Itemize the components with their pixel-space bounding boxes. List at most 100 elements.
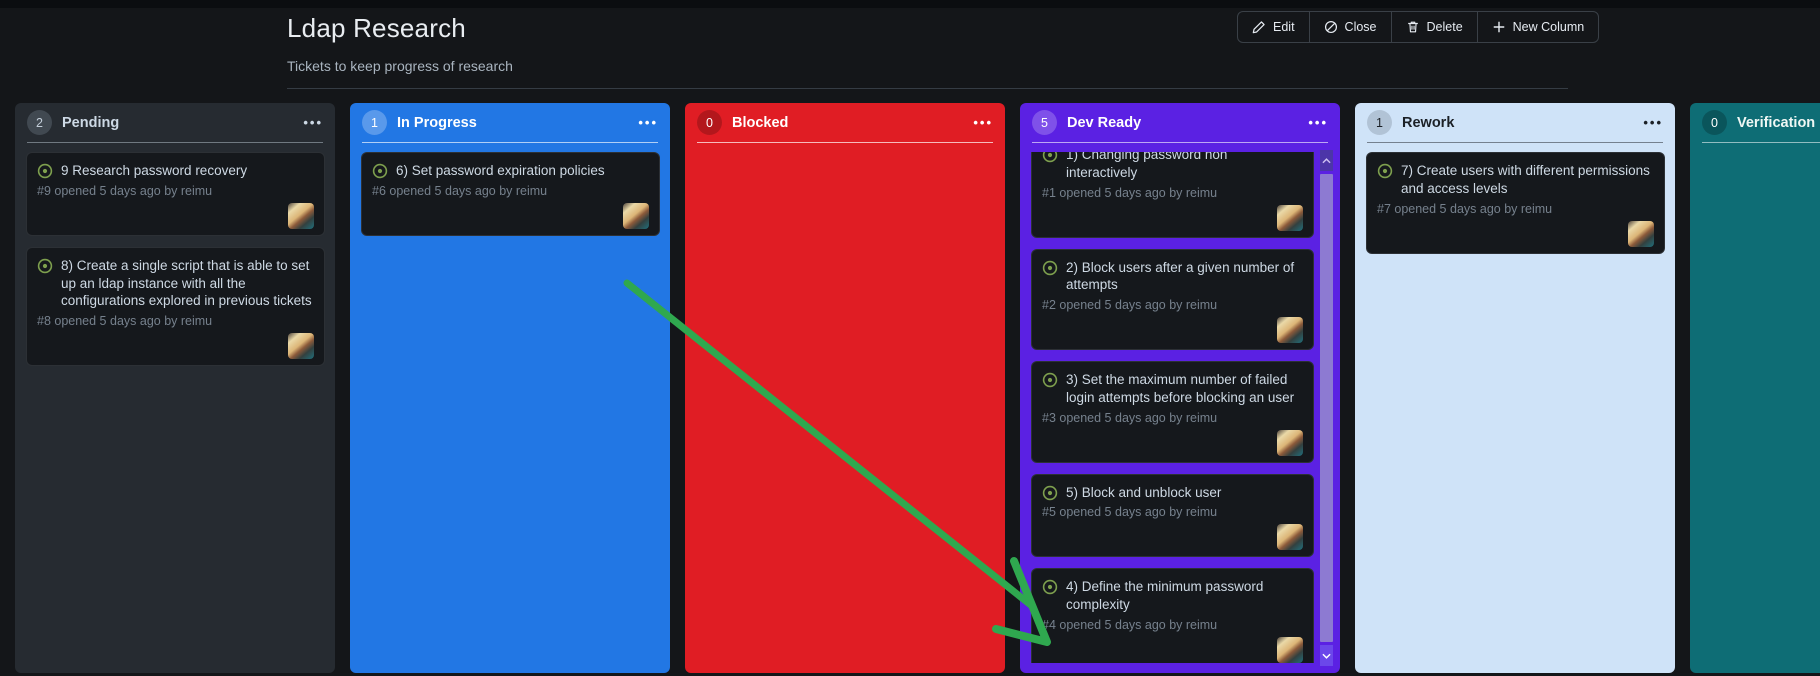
user-avatar[interactable] (288, 333, 314, 359)
issue-meta: #9 opened 5 days ago by reimu (37, 183, 213, 198)
scroll-down-button[interactable] (1320, 645, 1333, 666)
user-avatar[interactable] (288, 202, 314, 229)
page-description: Tickets to keep progress of research (287, 58, 513, 74)
column-name: In Progress (397, 114, 477, 131)
edit-button[interactable]: Edit (1238, 12, 1309, 42)
column-rework: 1 Rework ••• 7) Create users with differ… (1355, 103, 1675, 673)
column-name: Verification (1737, 114, 1816, 131)
column-header: 1 In Progress ••• (350, 103, 670, 142)
issue-open-icon (1377, 163, 1393, 179)
delete-button[interactable]: Delete (1390, 12, 1477, 42)
chevron-down-icon (1322, 653, 1331, 659)
issue-card[interactable]: 4) Define the minimum password complexit… (1031, 568, 1314, 663)
column-name: Dev Ready (1067, 114, 1142, 131)
user-avatar[interactable] (1277, 317, 1303, 343)
issue-card[interactable]: 5) Block and unblock user #5 opened 5 da… (1031, 473, 1314, 558)
issue-card[interactable]: 6) Set password expiration policies #6 o… (361, 152, 660, 236)
new-column-button[interactable]: New Column (1476, 12, 1599, 42)
issue-meta: #3 opened 5 days ago by reimu (1042, 410, 1218, 425)
user-avatar[interactable] (1277, 204, 1303, 231)
issue-title-row: 6) Set password expiration policies (372, 162, 649, 180)
column-scrollbar[interactable] (1320, 150, 1333, 666)
issue-open-icon (37, 258, 53, 273)
column-count-badge: 1 (362, 110, 387, 135)
column-name: Blocked (732, 114, 789, 131)
issue-meta: #4 opened 5 days ago by reimu (1042, 617, 1218, 632)
column-body: 9 Research password recovery #9 opened 5… (15, 143, 335, 673)
issue-title-row: 1) Changing password non interactively (1042, 152, 1303, 182)
project-toolbar: Edit Close Delete New Column (1237, 11, 1600, 43)
edit-label: Edit (1273, 20, 1295, 34)
column-in-progress: 1 In Progress ••• 6) Set password expira… (350, 103, 670, 673)
issue-card[interactable]: 7) Create users with different permissio… (1366, 152, 1665, 254)
trash-icon (1407, 21, 1418, 33)
column-cards: 1) Changing password non interactively #… (1031, 152, 1314, 663)
issue-title-row: 7) Create users with different permissio… (1377, 162, 1654, 198)
issue-title-row: 4) Define the minimum password complexit… (1042, 578, 1303, 614)
column-verification: 0 Verification ••• (1690, 103, 1820, 673)
column-divider (362, 142, 658, 143)
issue-card[interactable]: 2) Block users after a given number of a… (1031, 248, 1314, 350)
issue-open-icon (1042, 485, 1058, 500)
column-cards: 9 Research password recovery #9 opened 5… (26, 152, 325, 663)
user-avatar[interactable] (623, 202, 649, 229)
column-header: 2 Pending ••• (15, 103, 335, 142)
delete-label: Delete (1426, 20, 1463, 34)
column-divider (1367, 142, 1663, 143)
column-blocked: 0 Blocked ••• (685, 103, 1005, 673)
column-name: Pending (62, 114, 120, 131)
column-menu-button[interactable]: ••• (638, 115, 658, 130)
column-count-badge: 5 (1032, 110, 1057, 135)
column-cards (696, 152, 995, 663)
column-cards: 6) Set password expiration policies #6 o… (361, 152, 660, 663)
circle-slash-icon (1324, 20, 1337, 34)
column-dev-ready: 5 Dev Ready ••• 1) Changing password non… (1020, 103, 1340, 673)
issue-title-row: 3) Set the maximum number of failed logi… (1042, 371, 1303, 407)
issue-card[interactable]: 3) Set the maximum number of failed logi… (1031, 361, 1314, 463)
column-body (1690, 143, 1820, 673)
user-avatar[interactable] (1628, 220, 1654, 247)
issue-card[interactable]: 9 Research password recovery #9 opened 5… (26, 152, 325, 236)
column-menu-button[interactable]: ••• (303, 115, 323, 130)
issue-title: 3) Set the maximum number of failed logi… (1066, 372, 1295, 405)
issue-meta: #7 opened 5 days ago by reimu (1377, 201, 1553, 216)
issue-meta: #2 opened 5 days ago by reimu (1042, 298, 1218, 313)
issue-open-icon (37, 163, 53, 179)
scroll-up-button[interactable] (1320, 150, 1333, 171)
issue-title: 1) Changing password non interactively (1066, 152, 1228, 180)
column-menu-button[interactable]: ••• (1643, 115, 1663, 130)
issue-title: 7) Create users with different permissio… (1401, 163, 1650, 196)
column-header: 0 Verification ••• (1690, 103, 1820, 142)
column-cards: 7) Create users with different permissio… (1366, 152, 1665, 663)
user-avatar[interactable] (1277, 524, 1303, 551)
column-count-badge: 0 (697, 110, 722, 135)
scrollbar-thumb[interactable] (1320, 174, 1333, 642)
column-body: 7) Create users with different permissio… (1355, 143, 1675, 673)
issue-title-row: 5) Block and unblock user (1042, 484, 1303, 502)
user-avatar[interactable] (1277, 429, 1303, 456)
issue-open-icon (1042, 579, 1058, 595)
column-menu-button[interactable]: ••• (973, 115, 993, 130)
issue-card[interactable]: 8) Create a single script that is able t… (26, 246, 325, 366)
issue-meta: #8 opened 5 days ago by reimu (37, 314, 213, 329)
issue-title-row: 2) Block users after a given number of a… (1042, 259, 1303, 295)
issue-card[interactable]: 1) Changing password non interactively #… (1031, 152, 1314, 238)
column-header: 0 Blocked ••• (685, 103, 1005, 142)
column-menu-button[interactable]: ••• (1308, 115, 1328, 130)
kanban-board: 2 Pending ••• 9 Research password recove… (15, 103, 1820, 673)
plus-icon (1493, 21, 1504, 33)
column-divider (1032, 142, 1328, 143)
column-divider (697, 142, 993, 143)
user-avatar[interactable] (1277, 636, 1303, 663)
column-count-badge: 2 (27, 110, 52, 135)
column-divider (27, 142, 323, 143)
column-count-badge: 1 (1367, 110, 1392, 135)
close-button[interactable]: Close (1308, 12, 1391, 42)
column-body: 1) Changing password non interactively #… (1020, 143, 1340, 673)
chevron-up-icon (1322, 157, 1331, 163)
issue-open-icon (1042, 152, 1058, 163)
issue-title-row: 8) Create a single script that is able t… (37, 257, 314, 310)
issue-open-icon (1042, 372, 1058, 388)
issue-title: 8) Create a single script that is able t… (61, 257, 312, 309)
column-header: 1 Rework ••• (1355, 103, 1675, 142)
